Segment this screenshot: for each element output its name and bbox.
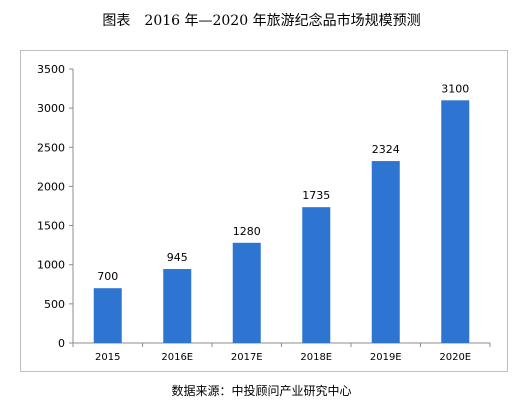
x-tick-label: 2019E	[370, 352, 402, 363]
chart-frame	[20, 50, 508, 372]
bar	[232, 242, 261, 343]
y-tick-label: 2000	[37, 180, 65, 193]
bar	[163, 269, 192, 343]
data-label: 1735	[302, 189, 330, 202]
data-label: 3100	[441, 82, 469, 95]
bar	[371, 161, 400, 343]
bar	[302, 207, 331, 343]
bar	[441, 100, 470, 343]
y-tick-label: 0	[58, 337, 65, 350]
y-tick-label: 2500	[37, 141, 65, 154]
data-label: 1280	[233, 225, 261, 238]
data-label: 700	[97, 270, 118, 283]
x-tick-label: 2016E	[161, 352, 193, 363]
data-label: 945	[167, 251, 188, 264]
y-tick-label: 3000	[37, 102, 65, 115]
y-tick-label: 1500	[37, 220, 65, 233]
data-source: 数据来源：中投顾问产业研究中心	[171, 384, 352, 398]
x-tick-label: 2018E	[300, 352, 332, 363]
y-tick-label: 1000	[37, 259, 65, 272]
chart-title: 图表 2016 年—2020 年旅游纪念品市场规模预测	[102, 13, 421, 29]
x-tick-label: 2017E	[231, 352, 263, 363]
x-tick-label: 2015	[95, 352, 120, 363]
y-tick-label: 500	[44, 298, 65, 311]
data-label: 2324	[372, 143, 400, 156]
bar	[93, 288, 122, 343]
x-tick-label: 2020E	[439, 352, 471, 363]
y-tick-label: 3500	[37, 63, 65, 76]
